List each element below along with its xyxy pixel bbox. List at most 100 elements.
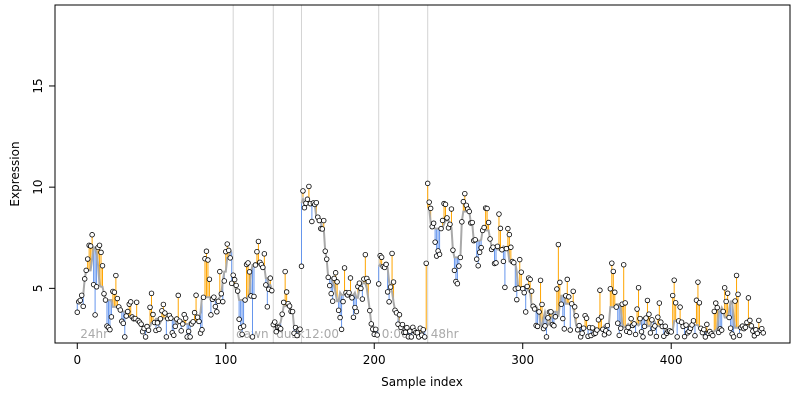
data-point	[528, 288, 535, 294]
fit-line	[76, 196, 764, 334]
data-point	[745, 295, 752, 301]
data-point	[548, 309, 554, 315]
data-point	[122, 334, 128, 340]
data-point	[92, 312, 98, 318]
data-point	[138, 321, 144, 327]
data-point	[644, 297, 651, 304]
data-point	[373, 326, 379, 333]
plot-frame	[54, 4, 791, 344]
data-point	[701, 326, 707, 333]
x-tick-label: 200	[363, 353, 386, 367]
data-point	[641, 323, 648, 330]
section-label: 24hr	[80, 327, 108, 341]
data-point	[249, 334, 256, 340]
data-point	[374, 332, 380, 338]
data-point	[368, 321, 374, 327]
data-point	[325, 274, 331, 281]
data-point	[485, 219, 492, 226]
data-points	[74, 180, 766, 340]
data-point	[432, 239, 438, 245]
data-point	[560, 315, 566, 322]
data-point	[329, 298, 336, 304]
data-point	[656, 300, 663, 306]
data-point	[408, 334, 415, 340]
data-point	[554, 286, 560, 292]
data-point	[338, 326, 345, 333]
data-point	[203, 248, 210, 254]
data-point	[558, 301, 565, 307]
data-point	[260, 264, 266, 271]
data-point	[211, 294, 217, 300]
data-point	[543, 334, 550, 340]
data-point	[606, 330, 612, 336]
data-point	[561, 326, 568, 332]
data-point	[571, 304, 578, 310]
data-point	[662, 323, 668, 329]
data-point	[233, 282, 239, 289]
data-point	[123, 313, 129, 319]
data-point	[150, 311, 156, 318]
data-point	[754, 330, 761, 337]
data-point	[242, 297, 248, 303]
data-point	[306, 183, 312, 190]
data-point	[239, 331, 245, 337]
data-point	[500, 258, 507, 265]
data-point	[669, 292, 676, 299]
data-point	[634, 306, 640, 312]
data-point	[567, 327, 573, 333]
data-point	[566, 294, 572, 300]
data-point	[251, 293, 257, 300]
data-point	[221, 278, 227, 284]
section-label: 0:00	[382, 327, 409, 341]
data-point	[724, 290, 731, 296]
data-point	[231, 276, 238, 283]
data-point	[99, 263, 106, 269]
data-point	[570, 288, 576, 295]
data-point	[114, 295, 121, 302]
data-point	[346, 289, 352, 296]
data-point	[154, 320, 161, 326]
data-point	[537, 277, 544, 284]
data-point	[396, 312, 403, 318]
data-point	[236, 316, 242, 322]
data-point	[610, 268, 617, 275]
data-point	[286, 303, 293, 309]
data-point	[384, 289, 391, 295]
data-point	[732, 298, 738, 304]
data-point	[450, 247, 456, 253]
data-point	[234, 288, 241, 294]
data-point	[214, 309, 220, 315]
data-point	[631, 321, 637, 327]
data-point	[334, 279, 340, 285]
data-point	[672, 300, 679, 306]
data-point	[616, 332, 622, 339]
data-point	[426, 199, 432, 205]
data-point	[185, 328, 192, 334]
data-point	[367, 307, 373, 314]
data-point	[148, 290, 155, 297]
data-point	[208, 312, 214, 318]
data-point	[573, 313, 579, 319]
data-point	[147, 304, 153, 310]
data-point	[326, 282, 333, 289]
data-point	[730, 334, 737, 340]
y-tick-label: 10	[31, 180, 45, 195]
data-point	[499, 247, 505, 253]
data-point	[79, 292, 85, 299]
data-point	[145, 327, 152, 333]
data-point	[747, 317, 753, 324]
data-point	[390, 279, 397, 285]
data-point	[658, 319, 664, 325]
y-tick-label: 15	[31, 78, 45, 93]
data-point	[521, 289, 527, 296]
data-point	[646, 311, 652, 317]
data-point	[350, 314, 357, 320]
data-point	[439, 217, 446, 224]
data-point	[335, 307, 342, 314]
data-point	[120, 320, 127, 327]
data-point	[255, 238, 262, 245]
data-point	[349, 295, 355, 301]
data-point	[456, 263, 462, 269]
data-point	[756, 317, 762, 324]
